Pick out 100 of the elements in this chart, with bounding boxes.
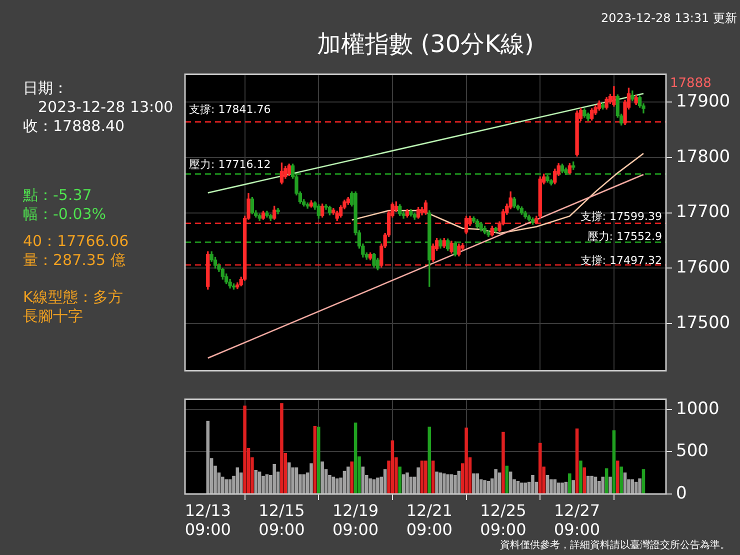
x-tick-label: 12/21 09:00 (406, 500, 452, 539)
bar (550, 479, 553, 494)
bar (221, 476, 224, 494)
y-tick-label: 17600 (676, 258, 730, 278)
bar (431, 460, 435, 494)
annotation: 支撐: 17599.39 (580, 210, 662, 224)
text: 40：17766.06 (23, 232, 129, 250)
bar (409, 476, 413, 494)
text: 幅：-0.03% (23, 205, 106, 223)
bar (623, 472, 627, 494)
text: 資料僅供參考，詳細資料請以臺灣證交所公告為準。 (500, 540, 730, 551)
bar (302, 474, 306, 494)
text: 17888 (670, 76, 712, 92)
bar (280, 403, 284, 494)
bar (346, 466, 350, 494)
bar (428, 426, 432, 494)
bar (206, 420, 210, 494)
bar (262, 476, 265, 494)
x-tick-label: 12/27 09:00 (554, 500, 600, 539)
bar (608, 476, 612, 494)
y-tick-label: 17700 (676, 202, 730, 222)
text: 點：-5.37 (23, 186, 92, 204)
x-tick-label: 12/19 09:00 (332, 500, 379, 539)
bar (272, 464, 276, 494)
bar (254, 470, 258, 494)
x-tick-label: 12/15 09:00 (258, 500, 305, 539)
bar (416, 467, 420, 494)
bar (502, 432, 505, 494)
bar (590, 476, 594, 494)
bar (582, 467, 586, 494)
bar (243, 406, 246, 494)
text: 日期： (23, 79, 68, 97)
bar (572, 480, 575, 494)
bar (313, 426, 317, 494)
bar (546, 475, 550, 494)
bar (236, 467, 240, 494)
bar (586, 476, 590, 494)
text: K線型態：多方 (23, 288, 123, 306)
bar (390, 440, 394, 494)
bar (454, 475, 457, 494)
bar (320, 462, 324, 494)
bar (575, 428, 579, 494)
bar (568, 473, 572, 494)
bar (342, 470, 346, 494)
bar (505, 466, 509, 494)
bar (642, 469, 646, 494)
bar (438, 472, 442, 494)
bar (531, 475, 534, 494)
bar (335, 478, 339, 494)
bar (601, 476, 605, 494)
y-tick-label: 17900 (676, 91, 730, 112)
y-tick-label: 500 (676, 441, 708, 462)
bar (520, 482, 524, 494)
text: 長腳十字 (23, 307, 83, 325)
bar (406, 472, 409, 494)
text: 2023-12-28 13:00 (38, 98, 174, 116)
bar (294, 467, 298, 494)
bar (464, 428, 468, 494)
bar (494, 469, 498, 494)
bar (450, 474, 454, 494)
bar (350, 462, 354, 494)
bar (472, 473, 476, 494)
bar (354, 422, 358, 494)
bar (508, 472, 512, 494)
bar (224, 479, 228, 494)
bar (446, 474, 450, 494)
x-tick-label: 12/25 09:00 (480, 500, 526, 539)
bar (483, 480, 486, 494)
bar (538, 442, 542, 494)
bar (598, 480, 601, 494)
y-tick-label: 0 (676, 483, 687, 504)
bar (420, 460, 424, 494)
text: 收：17888.40 (23, 117, 125, 135)
bar (594, 476, 598, 494)
bar (560, 482, 564, 494)
bar (498, 472, 502, 494)
bar (332, 476, 336, 494)
bar (424, 460, 428, 494)
y-tick-label: 17800 (676, 146, 730, 167)
bar (524, 482, 527, 494)
bar (310, 463, 313, 494)
bar (383, 469, 387, 494)
y-tick-label: 17500 (676, 313, 730, 334)
bar (317, 426, 320, 494)
annotation: 壓力: 17552.9 (587, 230, 662, 244)
bar (402, 474, 406, 494)
bar (616, 460, 620, 494)
bar (638, 478, 642, 494)
bar (579, 460, 582, 494)
annotation: 支撐: 17841.76 (189, 103, 271, 116)
annotation: 支撐: 17497.32 (580, 254, 662, 268)
bar (457, 470, 461, 494)
bar (556, 482, 560, 494)
annotation: 壓力: 17716.12 (189, 158, 271, 172)
bar (476, 473, 479, 494)
bar (435, 472, 438, 494)
bar (442, 473, 446, 494)
x-tick-label: 12/13 09:00 (184, 500, 231, 539)
bar (258, 472, 262, 494)
bar (368, 478, 372, 494)
